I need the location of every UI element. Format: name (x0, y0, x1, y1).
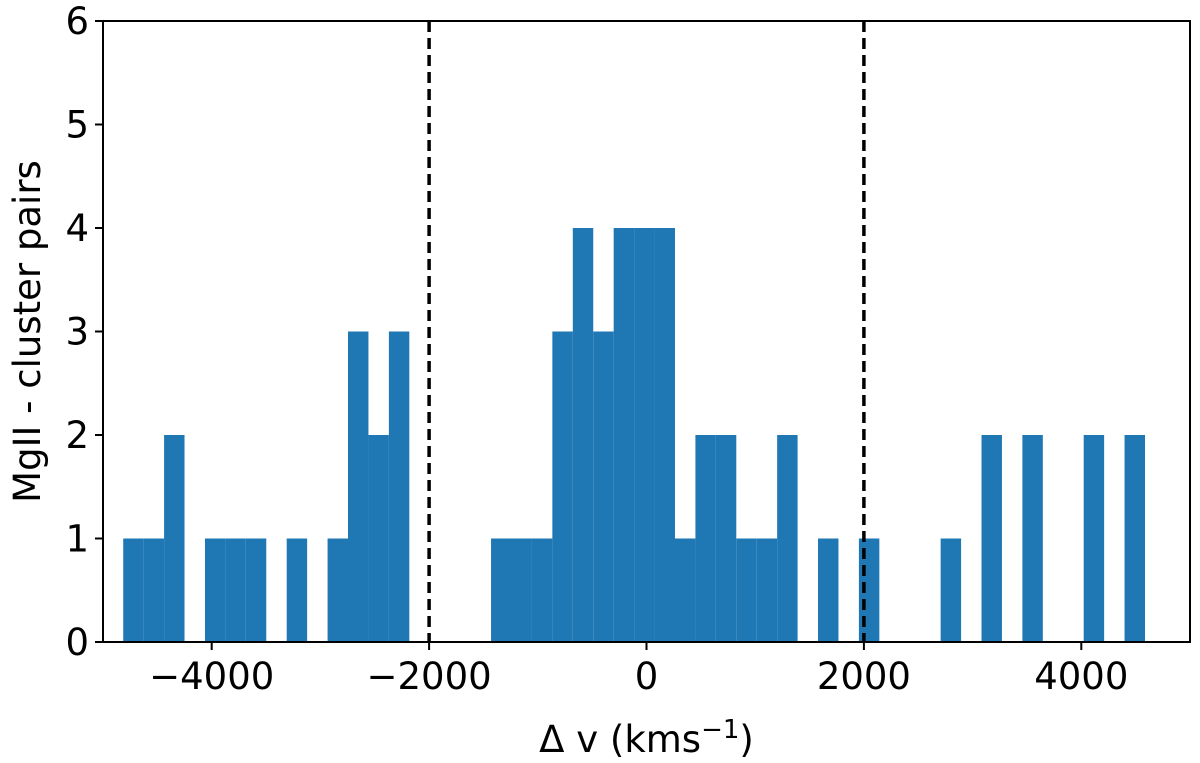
y-tick-label: 6 (65, 0, 89, 43)
histogram-bar (388, 331, 410, 642)
histogram-bar (1022, 435, 1043, 642)
x-tick-label: 0 (635, 655, 659, 698)
histogram-bar (593, 331, 614, 642)
x-tick-label: 4000 (1034, 655, 1128, 698)
histogram-bar (1083, 435, 1105, 642)
x-tick-label: −4000 (149, 655, 274, 698)
histogram-bar (756, 538, 778, 642)
y-axis-label: MgII - cluster pairs (6, 160, 49, 503)
histogram-bar (368, 435, 389, 642)
histogram-bar (204, 538, 226, 642)
histogram-bar (613, 228, 635, 642)
reference-lines (427, 21, 866, 642)
bars-group (123, 228, 1145, 642)
y-tick-label: 4 (65, 207, 89, 250)
histogram-bar (674, 538, 696, 642)
histogram-bar (940, 538, 962, 642)
histogram-bar (491, 538, 512, 642)
histogram-bar (777, 435, 798, 642)
histogram-bar (572, 228, 594, 642)
x-axis-label: Δ v (kms−1) (539, 715, 754, 761)
y-tick-label: 3 (65, 311, 89, 354)
histogram-bar (511, 538, 532, 642)
histogram-bar (245, 538, 267, 642)
histogram-bar (715, 435, 737, 642)
histogram-bar (531, 538, 553, 642)
y-tick-label: 1 (65, 518, 89, 561)
y-tick-label: 2 (65, 414, 89, 457)
histogram-bar (552, 331, 573, 642)
y-tick-label: 5 (65, 104, 89, 147)
histogram-bar (143, 538, 165, 642)
plot-frame (102, 20, 1191, 643)
y-tick-label: 0 (65, 621, 89, 664)
x-axis-label-superscript: −1 (701, 715, 739, 745)
x-axis-label-tail: ) (739, 718, 753, 761)
histogram-bar (654, 228, 675, 642)
histogram-bar (1124, 435, 1145, 642)
x-axis-label-main: Δ v (kms (539, 718, 701, 761)
histogram-bar (695, 435, 716, 642)
histogram-bar (858, 538, 880, 642)
histogram-bar (225, 538, 246, 642)
histogram-bar (981, 435, 1002, 642)
x-tick-label: −2000 (367, 655, 492, 698)
histogram-bar (348, 331, 369, 642)
histogram-bar (818, 538, 839, 642)
axis-ticks: −4000 −2000 0 2000 4000 0 1 2 3 4 5 6 (65, 0, 1128, 698)
x-tick-label: 2000 (817, 655, 911, 698)
histogram-bar (123, 538, 144, 642)
histogram-bar (286, 538, 308, 642)
histogram-bar (327, 538, 349, 642)
histogram-bar (736, 538, 757, 642)
histogram-bar (164, 435, 185, 642)
histogram-bar (634, 228, 655, 642)
